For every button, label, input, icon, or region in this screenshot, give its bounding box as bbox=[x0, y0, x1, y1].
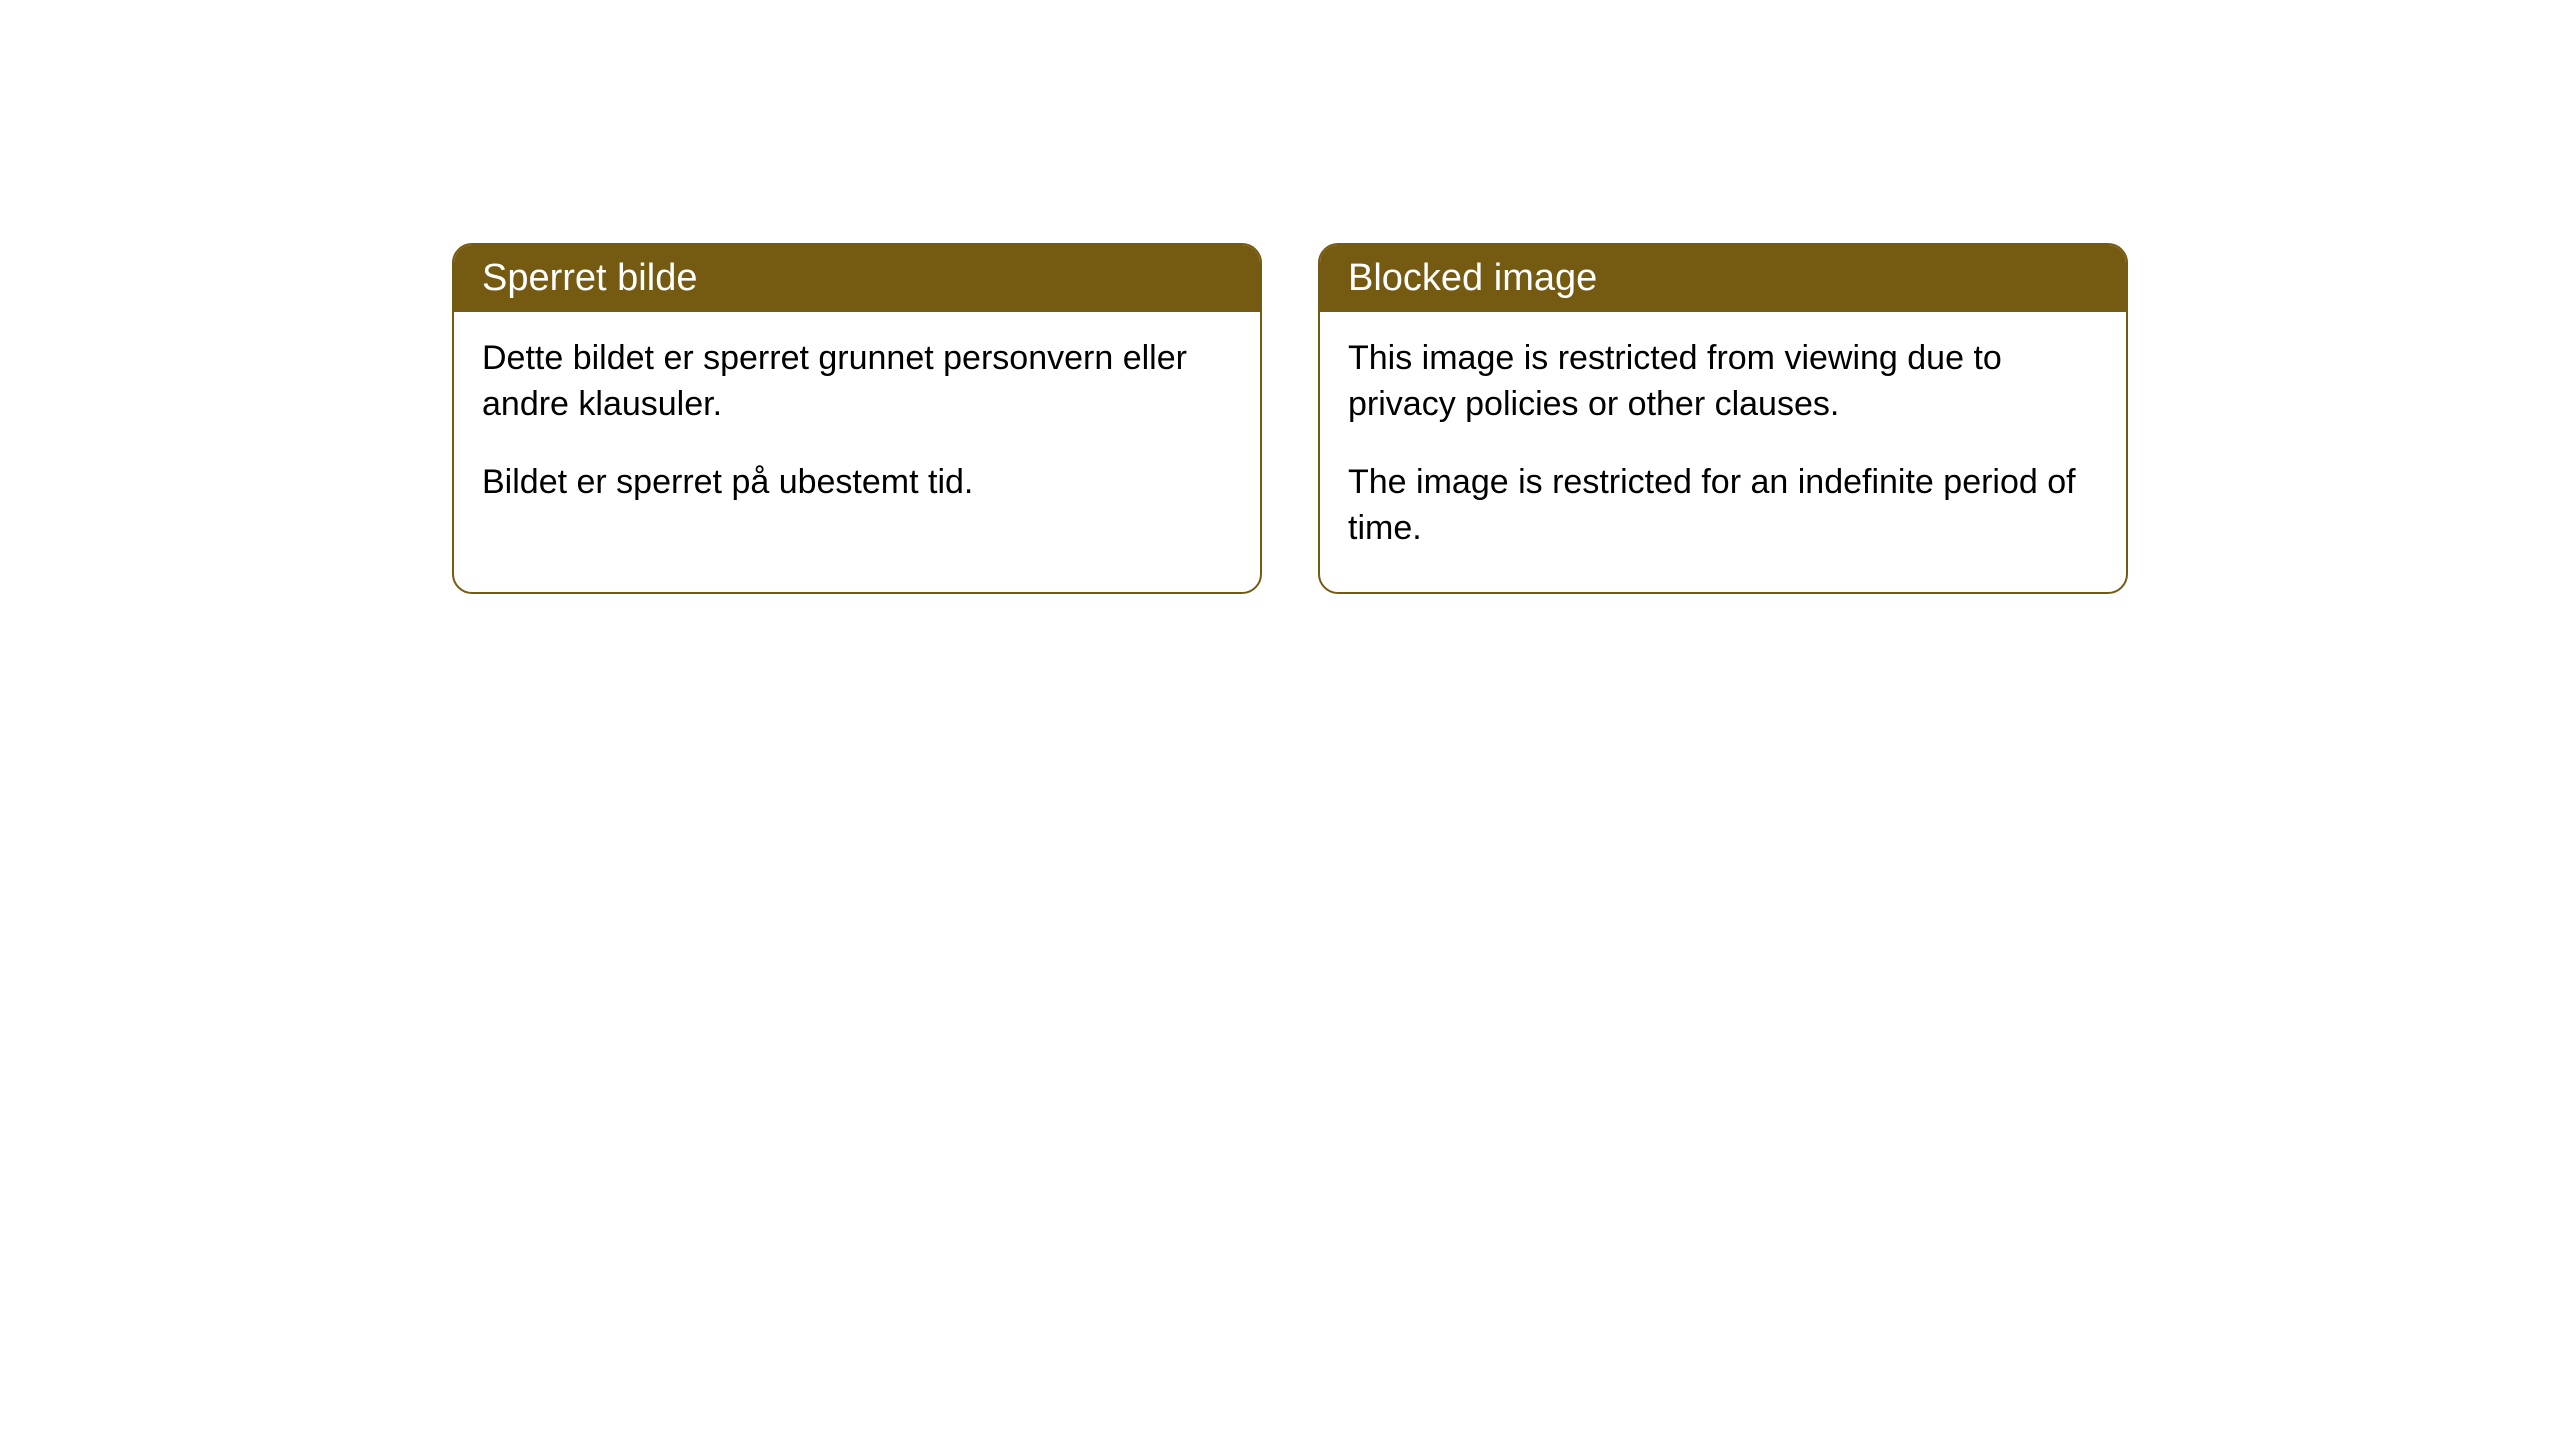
card-paragraph: This image is restricted from viewing du… bbox=[1348, 336, 2098, 428]
card-body: This image is restricted from viewing du… bbox=[1320, 312, 2126, 592]
notice-container: Sperret bilde Dette bildet er sperret gr… bbox=[452, 243, 2128, 594]
card-paragraph: Dette bildet er sperret grunnet personve… bbox=[482, 336, 1232, 428]
notice-card-english: Blocked image This image is restricted f… bbox=[1318, 243, 2128, 594]
card-body: Dette bildet er sperret grunnet personve… bbox=[454, 312, 1260, 546]
card-paragraph: Bildet er sperret på ubestemt tid. bbox=[482, 460, 1232, 506]
card-paragraph: The image is restricted for an indefinit… bbox=[1348, 460, 2098, 552]
card-title: Blocked image bbox=[1320, 245, 2126, 312]
card-title: Sperret bilde bbox=[454, 245, 1260, 312]
notice-card-norwegian: Sperret bilde Dette bildet er sperret gr… bbox=[452, 243, 1262, 594]
